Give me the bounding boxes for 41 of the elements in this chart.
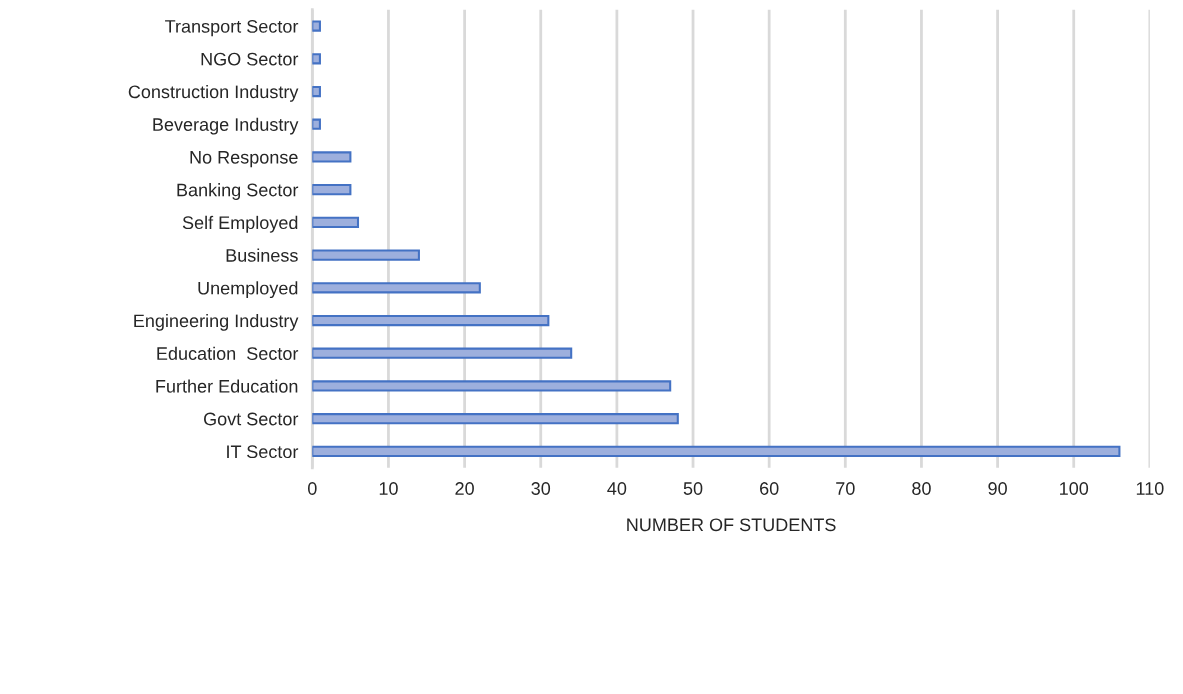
y-tick-label: Self Employed <box>182 215 298 233</box>
y-tick-label: Transport Sector <box>165 20 299 37</box>
bar <box>312 249 420 261</box>
y-tick-label: NGO Sector <box>201 52 299 66</box>
y-tick-label: Education Sector <box>157 346 299 360</box>
x-tick-label: 100 <box>1060 482 1089 495</box>
x-tick-label: 20 <box>455 482 474 495</box>
y-tick-label: No Response <box>190 151 298 168</box>
bar <box>312 216 360 228</box>
x-tick-label: 40 <box>607 482 627 495</box>
x-tick-label: 50 <box>683 482 703 495</box>
x-tick-label: 10 <box>379 482 398 495</box>
x-tick-label: 60 <box>760 482 779 495</box>
bar <box>312 20 321 32</box>
y-tick-label: IT Sector <box>227 445 299 459</box>
bar <box>312 85 321 98</box>
x-tick-label: 110 <box>1136 482 1164 495</box>
y-tick-label: Unemployed <box>198 281 298 299</box>
y-tick-label: Further Education <box>156 379 298 393</box>
y-tick-label: Construction Industry <box>128 84 299 102</box>
bar <box>312 314 550 327</box>
x-tick-label: 90 <box>988 482 1007 495</box>
y-tick-label: Business <box>226 248 298 262</box>
x-tick-label: 80 <box>912 482 931 495</box>
bar <box>312 151 352 163</box>
bar <box>312 184 352 196</box>
x-tick-label: 30 <box>531 482 551 495</box>
y-tick-label: Govt Sector <box>204 412 299 426</box>
bar <box>312 282 481 294</box>
bar <box>312 347 573 359</box>
bar <box>312 380 672 392</box>
bar <box>312 53 321 65</box>
y-tick-label: Beverage Industry <box>153 117 299 135</box>
bar <box>312 413 679 425</box>
bar <box>312 445 1121 458</box>
y-tick-label: Engineering Industry <box>134 313 299 331</box>
x-tick-label: 0 <box>308 482 317 495</box>
x-tick-label: 70 <box>836 482 855 495</box>
x-axis-title: NUMBER OF STUDENTS <box>627 518 836 532</box>
bar <box>312 118 321 130</box>
y-tick-label: Banking Sector <box>177 183 299 200</box>
